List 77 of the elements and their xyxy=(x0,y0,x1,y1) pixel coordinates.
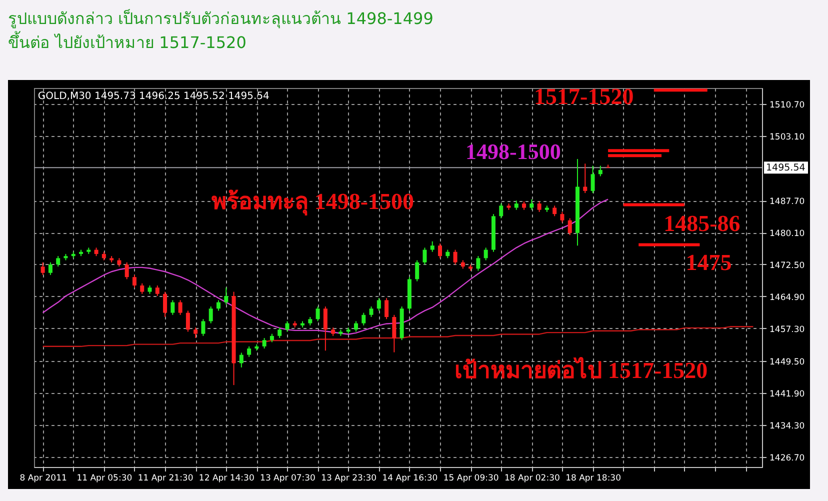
y-tick-label: 1441.90 xyxy=(770,390,805,400)
annotation: 1475 xyxy=(686,250,732,275)
x-tick-label: 11 Apr 05:30 xyxy=(76,474,132,484)
candlestick xyxy=(476,256,480,272)
candlestick xyxy=(438,242,442,259)
candlestick xyxy=(262,338,266,350)
candlestick xyxy=(201,318,206,336)
candlestick xyxy=(316,306,320,322)
annotation: 1498-1500 xyxy=(466,139,561,164)
x-tick-label: 15 Apr 09:30 xyxy=(443,474,499,484)
candlestick xyxy=(362,312,366,326)
annotation: 1485-86 xyxy=(664,211,740,236)
candlestick xyxy=(40,262,45,276)
candlestick xyxy=(537,200,542,212)
candlestick xyxy=(514,200,518,210)
y-tick-label: 1457.30 xyxy=(770,324,805,335)
candlestick xyxy=(422,247,427,265)
candlestick xyxy=(216,300,220,312)
candlestick xyxy=(499,203,504,219)
candlestick xyxy=(155,284,160,296)
candlestick xyxy=(369,306,374,318)
x-tick-label: 14 Apr 16:30 xyxy=(382,474,438,484)
candlestick xyxy=(278,327,282,339)
y-tick-label: 1510.70 xyxy=(770,100,805,110)
y-tick-label: 1487.70 xyxy=(770,197,805,208)
y-tick-label: 1426.70 xyxy=(770,453,805,464)
x-tick-label: 18 Apr 02:30 xyxy=(504,474,560,484)
candlestick xyxy=(178,300,182,316)
candlestick xyxy=(186,310,190,332)
candlestick xyxy=(163,291,168,318)
candlestick xyxy=(323,306,328,352)
candlestick xyxy=(484,247,488,261)
candlestick xyxy=(48,262,52,276)
candlestick xyxy=(453,249,458,265)
annotation: 1517-1520 xyxy=(534,84,634,109)
x-tick-label: 11 Apr 21:30 xyxy=(138,474,194,484)
candlestick xyxy=(224,287,228,305)
candlestick xyxy=(247,346,252,358)
y-tick-label: 1464.90 xyxy=(770,292,805,303)
x-tick-label: 18 Apr 18:30 xyxy=(566,474,621,484)
candlestick xyxy=(560,211,564,223)
candlestick xyxy=(376,298,381,312)
candlestick xyxy=(392,314,396,353)
candlestick xyxy=(568,218,572,236)
annotation: เป้าหมายต่อไป 1517-1520 xyxy=(454,356,708,383)
candlestick xyxy=(430,240,434,252)
x-tick-label: 12 Apr 14:30 xyxy=(198,474,254,484)
candlestick xyxy=(552,205,557,217)
candlestick xyxy=(583,163,588,194)
candlestick xyxy=(415,260,420,282)
candlestick xyxy=(140,282,144,294)
y-tick-label: 1449.50 xyxy=(770,358,805,368)
candlestick xyxy=(384,298,389,320)
y-tick-label: 1472.50 xyxy=(770,260,805,271)
chart-subtitle: ขึ้นต่อ ไปยังเป้าหมาย 1517-1520 xyxy=(8,30,246,54)
candlestick xyxy=(530,198,534,210)
ref-line-label: 1495.54 xyxy=(766,162,806,174)
candlestick xyxy=(170,300,175,316)
x-tick-label: 13 Apr 23:30 xyxy=(321,474,377,484)
candlestick xyxy=(208,306,213,324)
candlestick xyxy=(56,256,60,268)
y-tick-label: 1434.30 xyxy=(770,421,805,432)
annotation: พร้อมทะลุ 1498-1500 xyxy=(212,189,414,216)
candlestick xyxy=(590,165,595,194)
candlestick xyxy=(354,320,358,332)
annotation: GOLD,M30 1495.73 1496.25 1495.52 1495.54 xyxy=(38,91,270,102)
candlestick xyxy=(132,274,136,288)
candlestick xyxy=(239,352,244,368)
y-tick-label: 1480.10 xyxy=(770,229,805,240)
candlestick xyxy=(598,165,602,177)
candlestick xyxy=(124,262,129,280)
x-tick-label: 8 Apr 2011 xyxy=(20,474,67,484)
x-tick-label: 13 Apr 07:30 xyxy=(260,474,316,484)
candlestick xyxy=(194,327,198,339)
chart-title: รูปแบบดังกล่าว เป็นการปรับตัวก่อนทะลุแนวต้าน 1498-1499 xyxy=(8,8,434,30)
y-tick-label: 1503.10 xyxy=(770,132,805,142)
candlestick xyxy=(285,320,290,332)
